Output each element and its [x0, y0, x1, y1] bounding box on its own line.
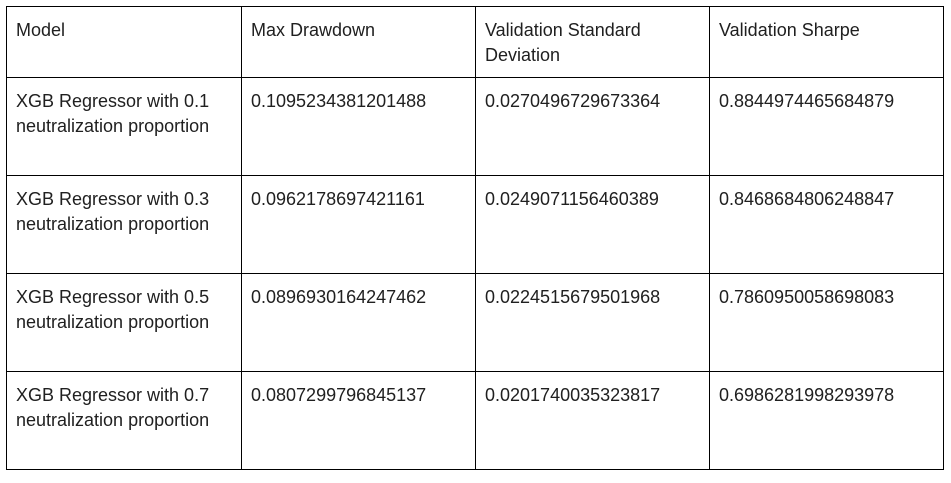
- table-row: XGB Regressor with 0.1 neutralization pr…: [6, 77, 944, 176]
- results-table: Model Max Drawdown Validation Standard D…: [6, 6, 944, 470]
- header-cell-validation-std: Validation Standard Deviation: [475, 6, 710, 78]
- header-cell-max-drawdown: Max Drawdown: [241, 6, 476, 78]
- header-cell-model: Model: [6, 6, 242, 78]
- validation-std-cell: 0.0249071156460389: [475, 175, 710, 274]
- max-drawdown-cell: 0.0896930164247462: [241, 273, 476, 372]
- validation-std-cell: 0.0270496729673364: [475, 77, 710, 176]
- validation-std-cell: 0.0201740035323817: [475, 371, 710, 470]
- validation-sharpe-cell: 0.8468684806248847: [709, 175, 944, 274]
- model-cell: XGB Regressor with 0.7 neutralization pr…: [6, 371, 242, 470]
- validation-std-cell: 0.0224515679501968: [475, 273, 710, 372]
- max-drawdown-cell: 0.1095234381201488: [241, 77, 476, 176]
- table-row: XGB Regressor with 0.7 neutralization pr…: [6, 371, 944, 470]
- validation-sharpe-cell: 0.6986281998293978: [709, 371, 944, 470]
- header-cell-validation-sharpe: Validation Sharpe: [709, 6, 944, 78]
- model-cell: XGB Regressor with 0.5 neutralization pr…: [6, 273, 242, 372]
- header-row: Model Max Drawdown Validation Standard D…: [6, 6, 944, 78]
- max-drawdown-cell: 0.0962178697421161: [241, 175, 476, 274]
- validation-sharpe-cell: 0.8844974465684879: [709, 77, 944, 176]
- table-row: XGB Regressor with 0.5 neutralization pr…: [6, 273, 944, 372]
- max-drawdown-cell: 0.0807299796845137: [241, 371, 476, 470]
- validation-sharpe-cell: 0.7860950058698083: [709, 273, 944, 372]
- table-row: XGB Regressor with 0.3 neutralization pr…: [6, 175, 944, 274]
- model-cell: XGB Regressor with 0.3 neutralization pr…: [6, 175, 242, 274]
- model-cell: XGB Regressor with 0.1 neutralization pr…: [6, 77, 242, 176]
